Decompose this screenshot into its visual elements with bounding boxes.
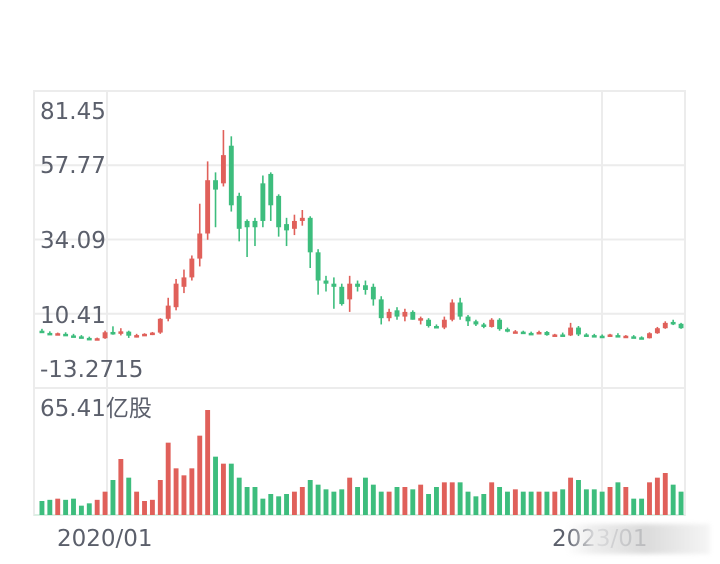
price-tick-label-0: 81.45: [40, 99, 106, 125]
price-tick-label-3: 10.41: [40, 303, 106, 329]
watermark-overlay: [566, 524, 710, 554]
price-tick-label-2: 34.09: [40, 228, 106, 254]
x-tick-label-0: 2020/01: [57, 526, 153, 552]
price-tick-label-4: -13.2715: [40, 357, 144, 383]
volume-max-label: 65.41亿股: [40, 396, 152, 422]
price-tick-label-1: 57.77: [40, 153, 106, 179]
